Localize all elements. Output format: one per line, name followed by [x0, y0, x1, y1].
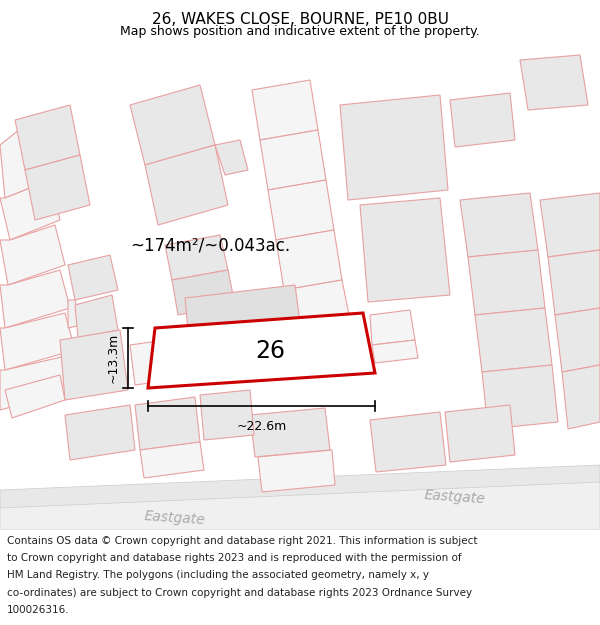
Polygon shape: [185, 285, 305, 372]
Polygon shape: [165, 235, 228, 280]
Polygon shape: [0, 480, 600, 530]
Polygon shape: [15, 105, 80, 170]
Polygon shape: [200, 390, 254, 440]
Polygon shape: [445, 405, 515, 462]
Polygon shape: [148, 313, 375, 388]
Text: ~22.6m: ~22.6m: [236, 420, 287, 433]
Polygon shape: [372, 340, 418, 363]
Polygon shape: [252, 80, 318, 140]
Text: Eastgate: Eastgate: [424, 488, 486, 506]
Polygon shape: [276, 230, 342, 290]
Polygon shape: [548, 250, 600, 315]
Polygon shape: [140, 442, 204, 478]
Polygon shape: [0, 270, 70, 328]
Text: co-ordinates) are subject to Crown copyright and database rights 2023 Ordnance S: co-ordinates) are subject to Crown copyr…: [7, 588, 472, 598]
Polygon shape: [0, 125, 50, 198]
Text: HM Land Registry. The polygons (including the associated geometry, namely x, y: HM Land Registry. The polygons (includin…: [7, 571, 429, 581]
Text: Contains OS data © Crown copyright and database right 2021. This information is : Contains OS data © Crown copyright and d…: [7, 536, 478, 546]
Polygon shape: [0, 355, 75, 410]
Polygon shape: [450, 93, 515, 147]
Polygon shape: [0, 225, 65, 285]
Polygon shape: [370, 412, 446, 472]
Polygon shape: [130, 85, 215, 165]
Polygon shape: [468, 250, 545, 315]
Text: 26: 26: [255, 339, 285, 362]
Polygon shape: [370, 310, 415, 345]
Polygon shape: [0, 465, 600, 508]
Text: to Crown copyright and database rights 2023 and is reproduced with the permissio: to Crown copyright and database rights 2…: [7, 553, 462, 563]
Polygon shape: [135, 397, 200, 450]
Polygon shape: [520, 55, 588, 110]
Polygon shape: [340, 95, 448, 200]
Polygon shape: [268, 180, 334, 240]
Text: 26, WAKES CLOSE, BOURNE, PE10 0BU: 26, WAKES CLOSE, BOURNE, PE10 0BU: [151, 12, 449, 28]
Text: ~174m²/~0.043ac.: ~174m²/~0.043ac.: [130, 236, 290, 254]
Polygon shape: [360, 198, 450, 302]
Polygon shape: [258, 450, 335, 492]
Polygon shape: [215, 140, 248, 175]
Polygon shape: [172, 270, 235, 315]
Polygon shape: [460, 193, 538, 257]
Text: 100026316.: 100026316.: [7, 605, 70, 615]
Polygon shape: [475, 308, 552, 372]
Text: Eastgate: Eastgate: [144, 509, 206, 527]
Polygon shape: [5, 375, 65, 418]
Polygon shape: [75, 295, 118, 338]
Polygon shape: [145, 145, 228, 225]
Polygon shape: [562, 365, 600, 429]
Polygon shape: [284, 280, 350, 330]
Text: ~13.3m: ~13.3m: [107, 333, 120, 383]
Polygon shape: [65, 405, 135, 460]
Polygon shape: [0, 313, 75, 370]
Polygon shape: [68, 300, 82, 328]
Text: Map shows position and indicative extent of the property.: Map shows position and indicative extent…: [120, 24, 480, 38]
Polygon shape: [260, 130, 326, 190]
Polygon shape: [25, 155, 90, 220]
Polygon shape: [555, 308, 600, 372]
Polygon shape: [482, 365, 558, 429]
Polygon shape: [60, 330, 128, 400]
Polygon shape: [0, 180, 60, 240]
Polygon shape: [250, 408, 330, 457]
Polygon shape: [130, 340, 172, 385]
Polygon shape: [540, 193, 600, 257]
Polygon shape: [68, 255, 118, 300]
